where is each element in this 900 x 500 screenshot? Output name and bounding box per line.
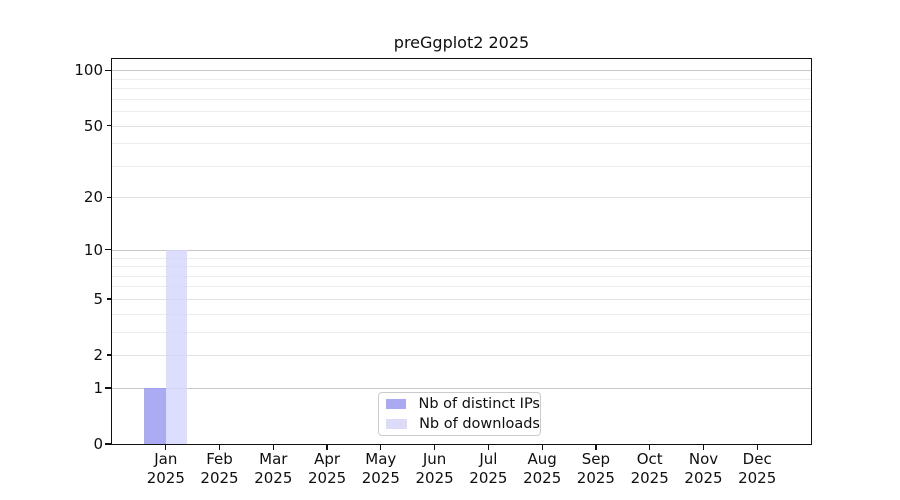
x-tick-year: 2025	[308, 468, 347, 487]
gridline-labeled-minor	[112, 197, 811, 199]
x-tick-label: Dec 2025	[729, 450, 785, 487]
x-tick	[218, 444, 221, 450]
x-tick	[702, 444, 705, 450]
y-tick	[107, 298, 112, 300]
legend: Nb of distinct IPs Nb of downloads	[378, 392, 541, 436]
legend-item-downloads: Nb of downloads	[386, 416, 540, 433]
gridline-minor	[112, 88, 811, 90]
y-tick	[105, 443, 112, 445]
x-tick	[487, 444, 490, 450]
x-tick-year: 2025	[254, 468, 293, 487]
legend-label-downloads: Nb of downloads	[419, 415, 540, 432]
chart-title: preGgplot2 2025	[393, 33, 530, 52]
x-tick-year: 2025	[630, 468, 669, 487]
y-tick-label: 10	[83, 240, 103, 259]
y-tick-label: 1	[93, 378, 103, 397]
gridline-minor	[112, 98, 811, 100]
y-tick	[105, 249, 112, 251]
x-tick-year: 2025	[523, 468, 562, 487]
x-tick	[326, 444, 328, 450]
x-tick-month: Oct	[636, 450, 663, 468]
x-tick-year: 2025	[361, 468, 400, 487]
x-tick	[541, 444, 543, 450]
x-tick-label: Jun 2025	[407, 450, 463, 487]
x-tick-month: Jul	[479, 450, 498, 468]
x-tick-label: Mar 2025	[245, 450, 301, 487]
x-tick-month: Apr	[314, 450, 341, 468]
gridline-major	[112, 387, 811, 389]
x-tick-label: Apr 2025	[299, 450, 355, 487]
x-tick-label: Aug 2025	[514, 450, 570, 487]
legend-swatch-distinct-ips	[386, 399, 407, 409]
gridline-labeled-minor	[112, 125, 811, 127]
x-tick-year: 2025	[200, 468, 239, 487]
gridline-minor	[112, 111, 811, 113]
x-tick-label: Jan 2025	[138, 450, 194, 487]
x-tick-month: Sep	[581, 450, 611, 468]
bar-downloads	[165, 249, 187, 444]
gridline-minor	[112, 257, 811, 259]
gridline-labeled-minor	[112, 355, 811, 356]
gridline-minor	[112, 266, 811, 267]
x-tick-month: Dec	[742, 450, 772, 468]
y-tick	[105, 69, 112, 71]
x-tick-month: Aug	[527, 450, 557, 468]
x-tick-year: 2025	[146, 468, 185, 487]
x-tick-label: Jul 2025	[460, 450, 516, 487]
gridline-minor	[112, 165, 811, 167]
x-tick-month: Feb	[206, 450, 233, 468]
gridline-minor	[112, 313, 811, 315]
gridline-major	[112, 249, 811, 251]
x-tick-month: Jan	[154, 450, 178, 468]
x-tick-year: 2025	[576, 468, 615, 487]
x-tick	[272, 444, 274, 450]
y-tick-label: 20	[83, 188, 103, 207]
x-tick	[380, 444, 382, 450]
legend-swatch-downloads	[386, 419, 408, 429]
x-tick	[433, 444, 436, 450]
gridline-labeled-minor	[112, 298, 811, 300]
legend-label-distinct-ips: Nb of distinct IPs	[418, 395, 540, 412]
gridline-minor	[112, 275, 811, 277]
plot-area	[112, 59, 811, 444]
gridline-minor	[112, 331, 811, 333]
gridline-minor	[112, 78, 811, 80]
x-tick-label: May 2025	[353, 450, 409, 487]
legend-item-distinct-ips: Nb of distinct IPs	[386, 396, 540, 413]
x-tick-month: May	[365, 450, 397, 468]
x-tick-month: Jun	[422, 450, 447, 468]
y-tick-label: 2	[93, 346, 103, 364]
x-tick-month: Nov	[688, 450, 719, 468]
x-tick-label: Feb 2025	[192, 450, 248, 487]
x-tick	[756, 444, 758, 450]
x-tick-year: 2025	[684, 468, 723, 487]
x-tick-label: Sep 2025	[568, 450, 624, 487]
y-tick	[107, 124, 112, 127]
y-tick	[107, 196, 112, 199]
x-tick	[595, 444, 597, 450]
bar-distinct-ips	[143, 387, 166, 444]
x-tick-year: 2025	[469, 468, 508, 487]
y-tick	[107, 354, 112, 356]
x-tick-label: Oct 2025	[622, 450, 678, 487]
x-tick-year: 2025	[738, 468, 777, 487]
x-tick	[649, 444, 651, 450]
x-tick-year: 2025	[415, 468, 454, 487]
y-tick-label: 50	[83, 116, 103, 135]
y-tick	[105, 387, 112, 389]
y-tick-label: 0	[93, 435, 103, 453]
x-tick	[165, 444, 167, 450]
gridline-minor	[112, 286, 811, 288]
x-tick-label: Nov 2025	[676, 450, 732, 487]
x-tick-month: Mar	[259, 450, 288, 468]
gridline-minor	[112, 143, 811, 145]
gridline-major	[112, 70, 811, 72]
y-tick-label: 100	[74, 61, 103, 80]
y-tick-label: 5	[93, 289, 103, 308]
